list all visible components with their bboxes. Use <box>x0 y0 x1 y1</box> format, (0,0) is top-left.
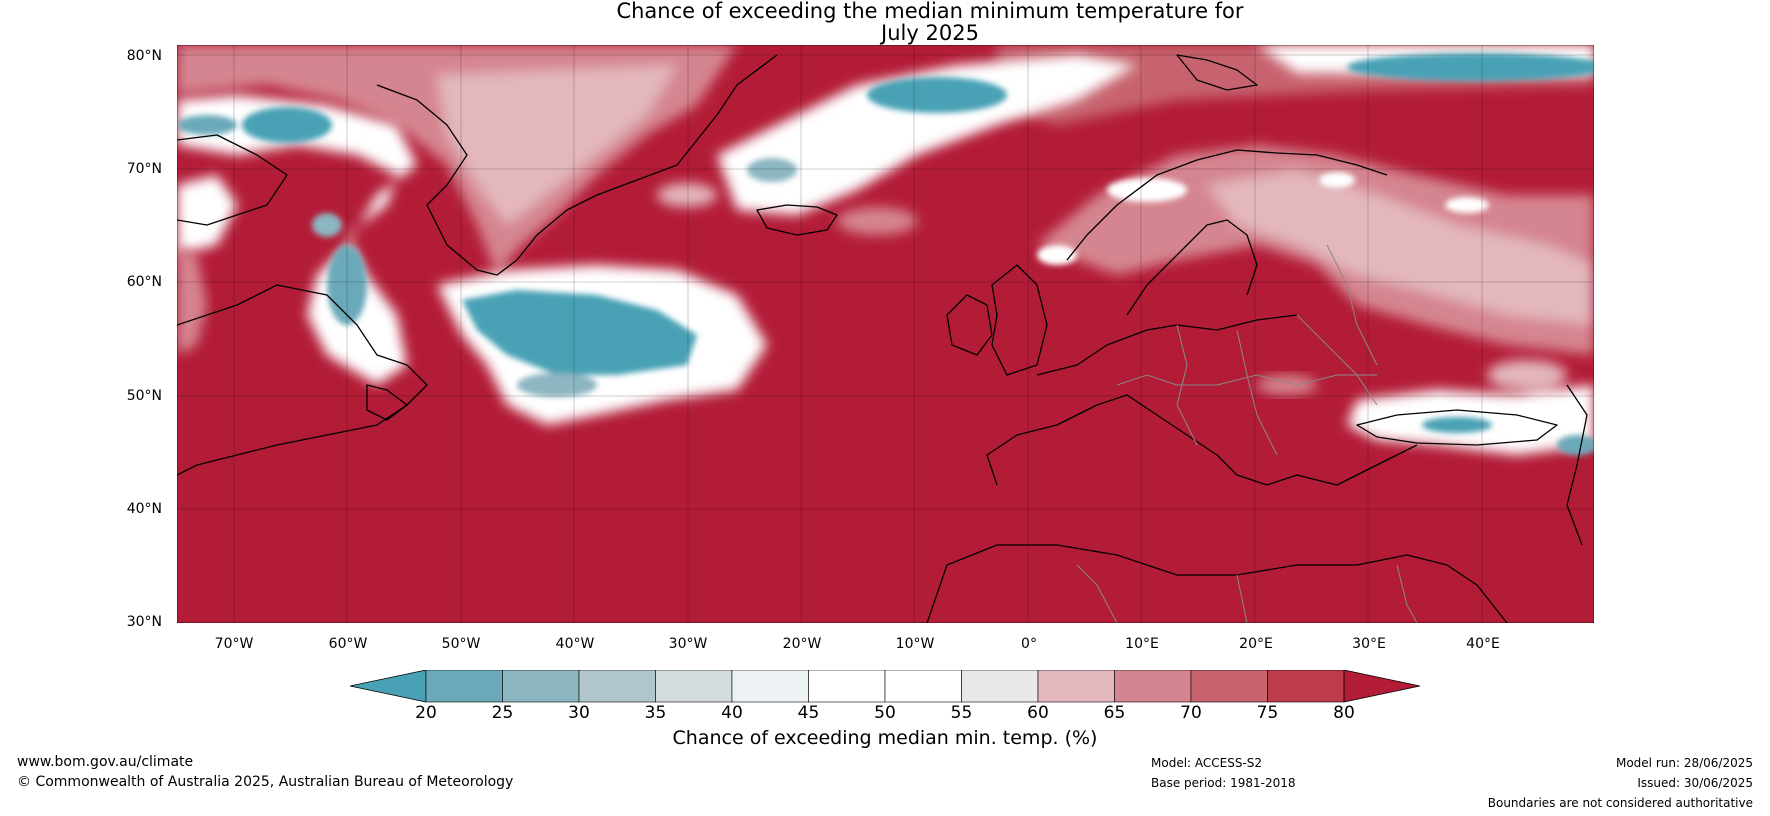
colorbar-segment <box>655 670 733 703</box>
caspian-coast <box>1566 384 1588 546</box>
footer-copyright: © Commonwealth of Australia 2025, Austra… <box>17 774 514 790</box>
lon-label-60w: 60°W <box>328 636 368 652</box>
colorbar-segments <box>350 670 1420 703</box>
iceland-light-patch <box>657 183 917 235</box>
footer-website: www.bom.gov.au/climate <box>17 754 194 770</box>
svalbard-coast <box>1176 54 1258 91</box>
lat-label-40n: 40°N <box>126 501 162 517</box>
europe-mainland-coast <box>986 314 1418 486</box>
colorbar-tick-label: 75 <box>1256 703 1279 723</box>
probability-map <box>177 45 1594 623</box>
colorbar-tick-label: 50 <box>874 703 896 723</box>
labrador-light-region <box>177 245 207 355</box>
colorbar-segment <box>884 670 962 703</box>
norway-coast <box>1066 149 1388 261</box>
lat-label-60n: 60°N <box>126 274 162 290</box>
colorbar-tick-label: 45 <box>797 703 820 723</box>
iceland-coast <box>756 204 838 236</box>
colorbar-segment <box>808 670 886 703</box>
lon-label-10w: 10°W <box>895 636 935 652</box>
colorbar-segment <box>1267 670 1345 703</box>
colorbar-tick-label: 55 <box>950 703 973 723</box>
arctic-blue-patches <box>747 53 1594 182</box>
colorbar-tick-label: 35 <box>644 703 667 723</box>
colorbar-tick-label: 60 <box>1027 703 1049 723</box>
colorbar-tick-label: 65 <box>1103 703 1126 723</box>
north-atlantic-blue <box>462 290 697 397</box>
colorbar-segment <box>1037 670 1115 703</box>
chart-title-line1: Chance of exceeding the median minimum t… <box>616 0 1244 23</box>
colorbar-tick-label: 30 <box>568 703 590 723</box>
colorbar <box>350 670 1420 703</box>
colorbar-tick-label: 40 <box>721 703 743 723</box>
scandinavia-white-patches <box>1037 172 1489 265</box>
southern-europe-light <box>1257 375 1317 395</box>
labrador-coast <box>177 284 428 476</box>
graticule <box>177 45 1594 623</box>
lon-label-0: 0° <box>1021 636 1037 652</box>
lon-label-30e: 30°E <box>1352 636 1386 652</box>
lon-label-30w: 30°W <box>668 636 708 652</box>
colorbar-tick-label: 20 <box>415 703 437 723</box>
lat-label-70n: 70°N <box>126 161 162 177</box>
black-sea-coast <box>1356 409 1558 446</box>
uk-ireland-coast <box>946 264 1048 376</box>
colorbar-tick-label: 80 <box>1333 703 1355 723</box>
lon-label-70w: 70°W <box>214 636 254 652</box>
lat-label-30n: 30°N <box>126 614 162 630</box>
footer-base-period: Base period: 1981-2018 <box>1151 776 1296 790</box>
chart-title-line2: July 2025 <box>881 21 979 45</box>
footer-issued: Issued: 30/06/2025 <box>1637 776 1753 790</box>
colorbar-segment <box>425 670 503 703</box>
colorbar-segment <box>961 670 1039 703</box>
greenland-coast <box>376 54 778 276</box>
colorbar-segment <box>1190 670 1268 703</box>
colorbar-label: Chance of exceeding median min. temp. (%… <box>672 727 1098 749</box>
black-sea-blue <box>1422 417 1594 455</box>
lon-label-40w: 40°W <box>555 636 595 652</box>
colorbar-segment <box>1114 670 1192 703</box>
country-borders <box>1076 244 1418 623</box>
colorbar-segment <box>502 670 580 703</box>
lon-label-50w: 50°W <box>441 636 481 652</box>
footer-model-run: Model run: 28/06/2025 <box>1615 756 1753 770</box>
lat-label-50n: 50°N <box>126 388 162 404</box>
newfoundland-coast <box>366 384 408 421</box>
lat-label-80n: 80°N <box>126 48 162 64</box>
colorbar-tick-label: 25 <box>491 703 514 723</box>
map-frame <box>177 45 1594 623</box>
colorbar-segment <box>731 670 809 703</box>
colorbar-tick-label: 70 <box>1180 703 1202 723</box>
baffin-coast <box>177 134 288 226</box>
sweden-finland-coast <box>1126 219 1258 316</box>
colorbar-segment <box>578 670 656 703</box>
footer-disclaimer: Boundaries are not considered authoritat… <box>1487 796 1753 810</box>
lon-label-20w: 20°W <box>782 636 822 652</box>
lon-label-40e: 40°E <box>1466 636 1500 652</box>
lon-label-10e: 10°E <box>1125 636 1159 652</box>
colorbar-extend-high <box>1343 670 1420 703</box>
colorbar-extend-low <box>350 670 427 703</box>
lon-label-20e: 20°E <box>1239 636 1273 652</box>
footer-model: Model: ACCESS-S2 <box>1151 756 1263 770</box>
